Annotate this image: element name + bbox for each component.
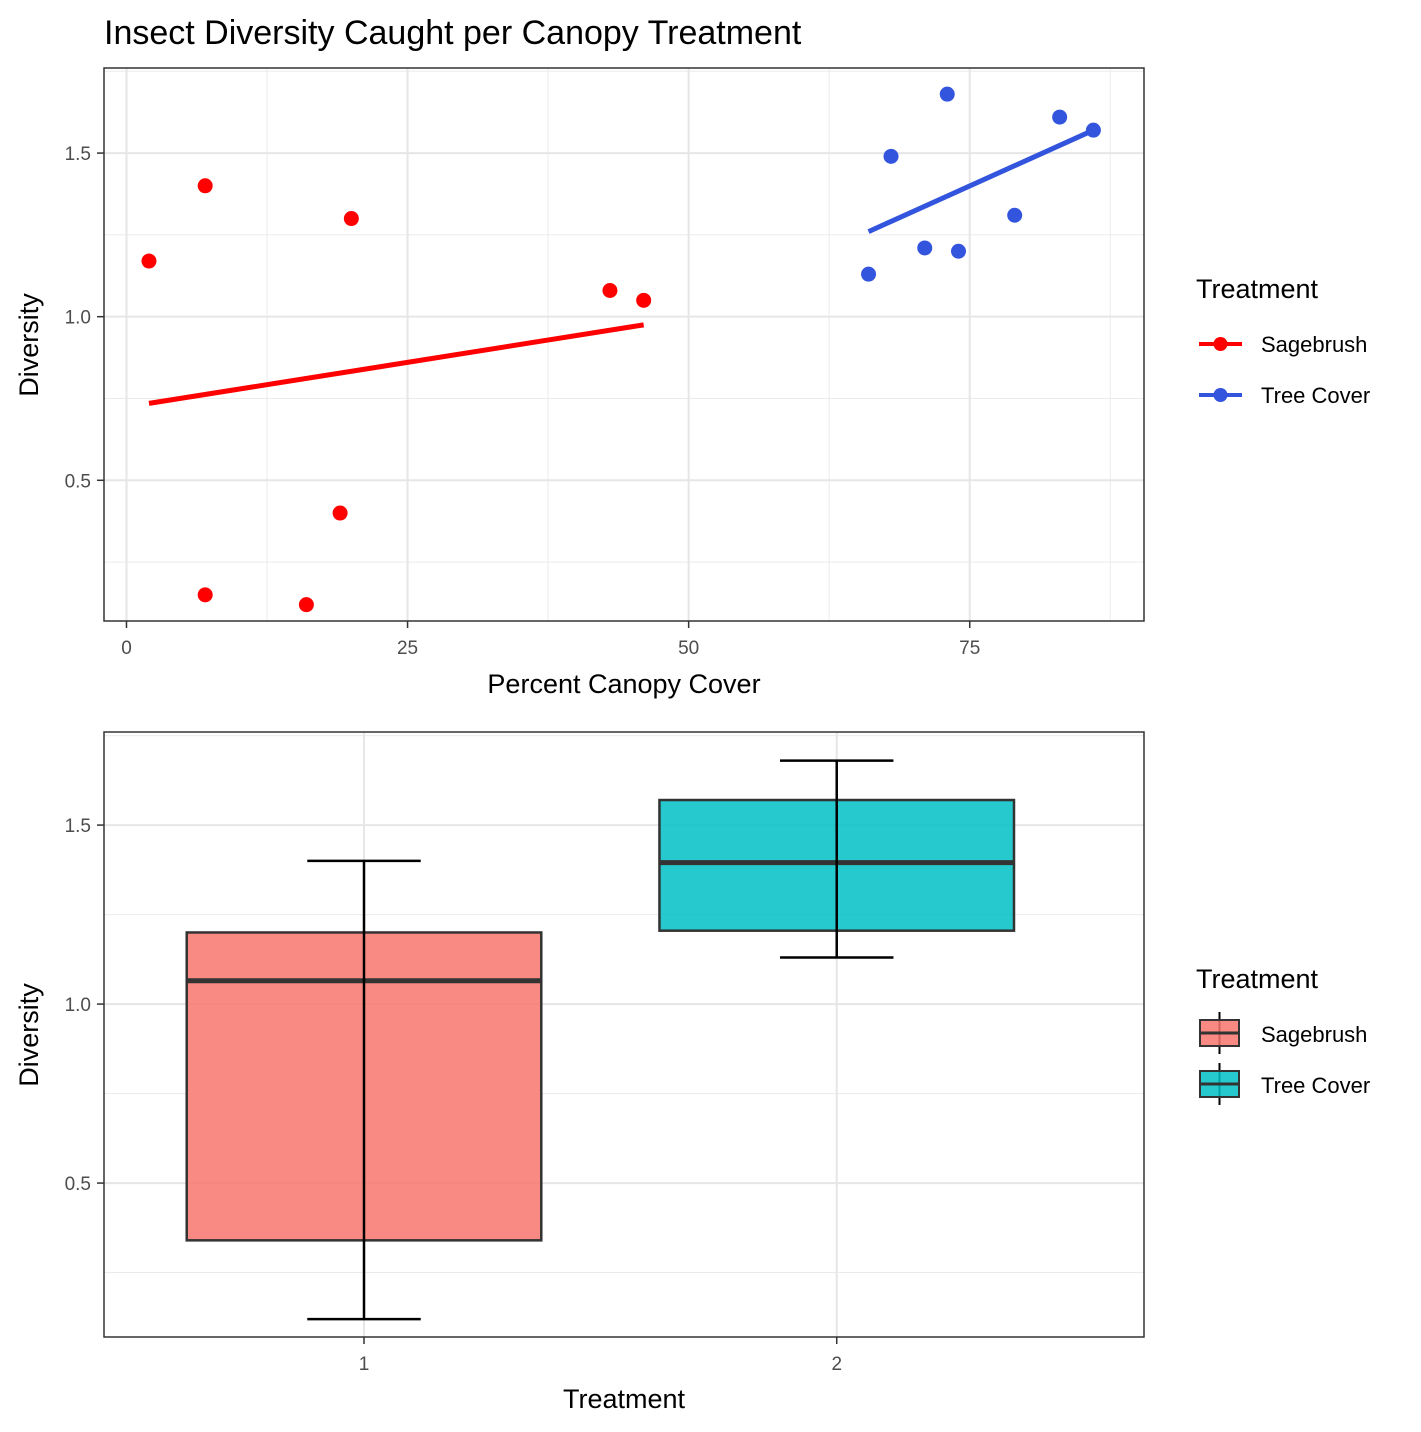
bottom-y-ticks: 0.5 1.0 1.5 — [65, 816, 104, 1195]
top-legend-title: Treatment — [1196, 274, 1319, 304]
top-y-ticks: 0.5 1.0 1.5 — [65, 144, 104, 492]
point-sagebrush — [332, 505, 348, 521]
bottom-legend-key-sagebrush — [1199, 1012, 1240, 1054]
bottom-legend-label-tree-cover: Tree Cover — [1261, 1073, 1370, 1098]
top-legend-label-sagebrush: Sagebrush — [1261, 332, 1367, 357]
bottom-legend: Treatment Sagebrush Tree Cover — [1196, 964, 1370, 1105]
top-y-tick-label: 1.0 — [65, 308, 91, 329]
chart-title: Insect Diversity Caught per Canopy Treat… — [104, 14, 802, 52]
bottom-legend-label-sagebrush: Sagebrush — [1261, 1022, 1367, 1047]
top-y-tick-label: 1.5 — [65, 144, 91, 165]
top-points — [141, 86, 1101, 613]
bottom-y-tick-label: 0.5 — [65, 1174, 91, 1195]
top-legend-key-tree-cover — [1199, 388, 1242, 402]
point-sagebrush — [343, 211, 359, 227]
top-x-tick-label: 25 — [397, 638, 418, 659]
top-panel-border — [103, 67, 1145, 622]
fit-line-sagebrush — [148, 322, 645, 406]
point-sagebrush — [197, 178, 213, 194]
point-tree-cover — [1007, 207, 1023, 223]
top-legend-key-sagebrush — [1199, 337, 1242, 351]
top-x-tick-label: 75 — [959, 638, 980, 659]
bottom-x-tick-label: 1 — [359, 1354, 370, 1375]
point-tree-cover — [917, 240, 933, 256]
point-sagebrush — [636, 292, 652, 308]
top-x-ticks: 0 25 50 75 — [121, 621, 980, 659]
top-legend-label-tree-cover: Tree Cover — [1261, 383, 1370, 408]
fit-line-tree-cover — [867, 127, 1095, 234]
top-panel-background — [104, 68, 1144, 621]
top-fit-lines — [148, 127, 1095, 406]
point-tree-cover — [1085, 122, 1101, 138]
top-x-tick-label: 50 — [678, 638, 699, 659]
top-gridlines — [104, 68, 1144, 621]
top-legend: Treatment Sagebrush Tree Cover — [1196, 274, 1370, 408]
top-x-axis-title: Percent Canopy Cover — [487, 669, 760, 699]
box-sagebrush — [185, 859, 543, 1321]
bottom-panel-border — [103, 731, 1145, 1338]
point-tree-cover — [861, 266, 877, 282]
bottom-y-tick-label: 1.5 — [65, 816, 91, 837]
bottom-y-axis-title: Diversity — [14, 983, 44, 1087]
point-tree-cover — [1052, 109, 1068, 125]
bottom-boxes — [185, 759, 1016, 1321]
top-x-tick-label: 0 — [121, 638, 132, 659]
bottom-legend-title: Treatment — [1196, 964, 1319, 994]
top-y-axis-title: Diversity — [14, 293, 44, 397]
point-tree-cover — [883, 148, 899, 164]
bottom-legend-key-tree-cover — [1199, 1063, 1240, 1105]
point-tree-cover — [939, 86, 955, 102]
bottom-x-axis-title: Treatment — [563, 1384, 686, 1414]
point-sagebrush — [141, 253, 157, 269]
bottom-x-tick-label: 2 — [831, 1354, 842, 1375]
point-sagebrush — [298, 597, 314, 613]
point-sagebrush — [197, 587, 213, 603]
point-tree-cover — [950, 243, 966, 259]
bottom-y-tick-label: 1.0 — [65, 995, 91, 1016]
box-tree-cover — [658, 759, 1016, 959]
top-y-tick-label: 0.5 — [65, 471, 91, 492]
point-sagebrush — [602, 283, 618, 299]
